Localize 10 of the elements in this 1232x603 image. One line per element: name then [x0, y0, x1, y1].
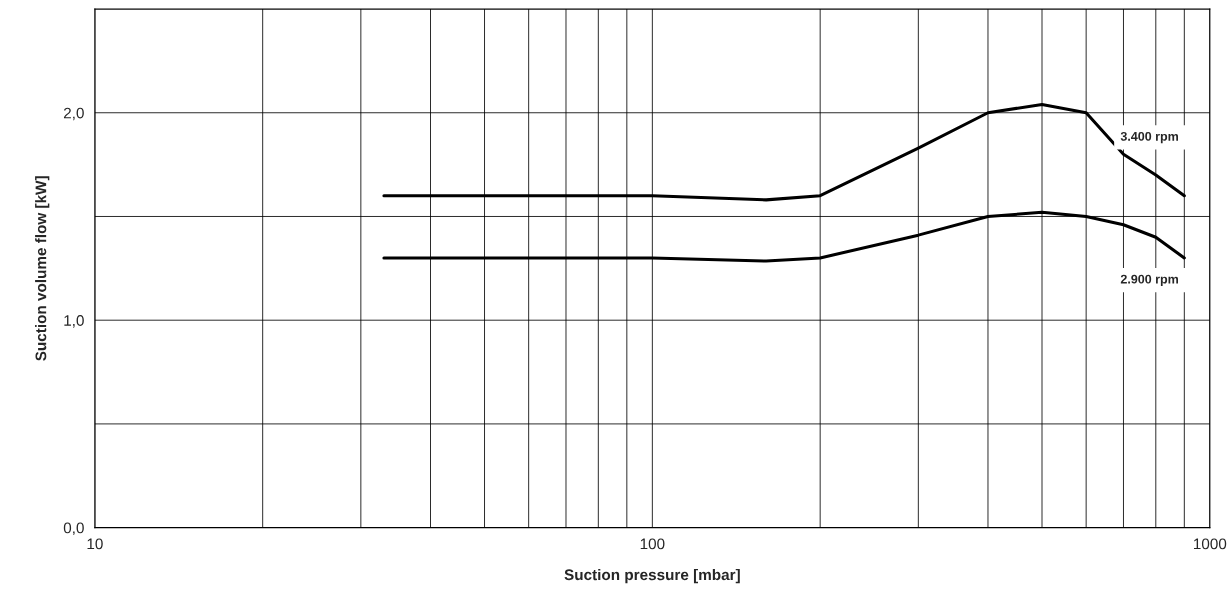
y-tick-label: 0,0	[63, 522, 84, 536]
x-tick-label: 1000	[1194, 538, 1227, 550]
x-tick-label: 10	[87, 538, 103, 550]
x-tick-label: 100	[640, 538, 665, 550]
x-axis-title: Suction pressure [mbar]	[564, 568, 740, 584]
y-axis-title: Suction volume flow [kW]	[35, 176, 50, 361]
y-tick-label: 1,0	[64, 315, 84, 328]
series-label: 2.900 rpm	[1120, 274, 1178, 287]
y-tick-label: 2,0	[63, 107, 84, 121]
series-label: 3.400 rpm	[1120, 131, 1178, 144]
